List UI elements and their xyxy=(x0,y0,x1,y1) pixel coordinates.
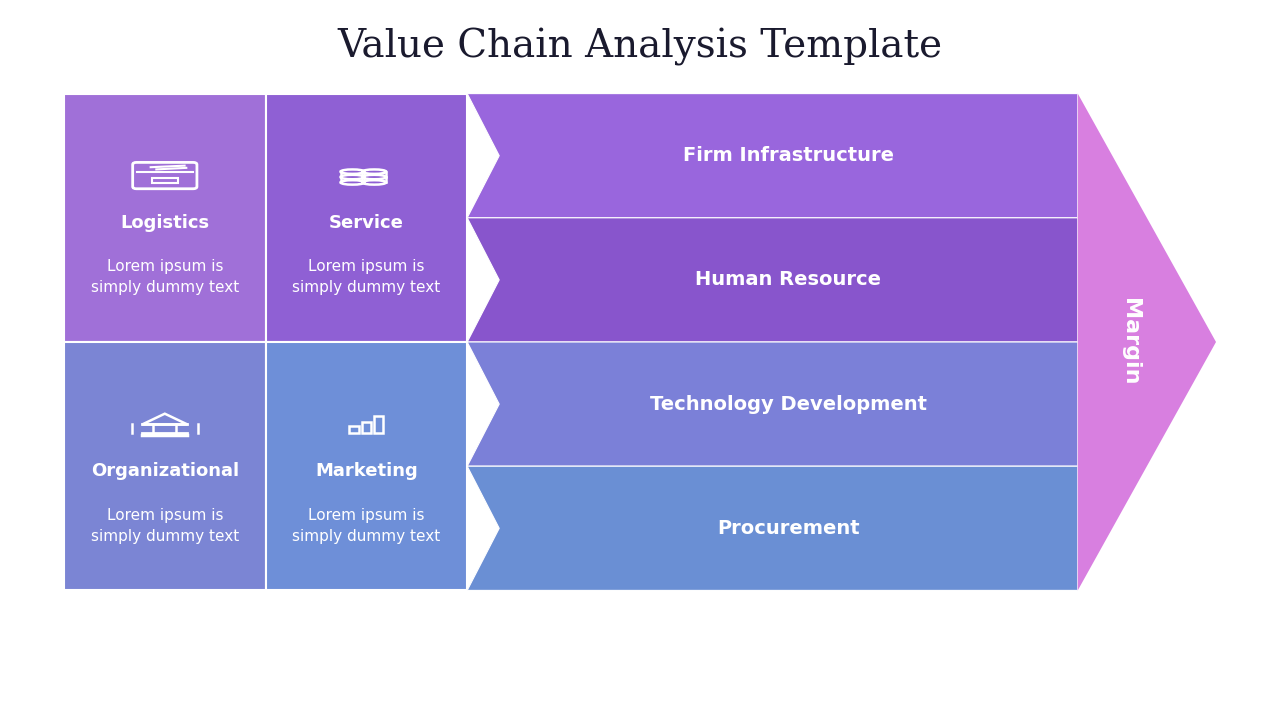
Text: Lorem ipsum is
simply dummy text: Lorem ipsum is simply dummy text xyxy=(91,259,239,295)
FancyBboxPatch shape xyxy=(64,94,266,342)
Polygon shape xyxy=(467,342,1078,467)
Text: Marketing: Marketing xyxy=(315,462,417,480)
FancyBboxPatch shape xyxy=(266,342,467,590)
Text: Organizational: Organizational xyxy=(91,462,239,480)
Bar xyxy=(152,179,178,184)
Text: Service: Service xyxy=(329,214,403,232)
Polygon shape xyxy=(1078,94,1216,590)
Bar xyxy=(349,426,358,433)
FancyBboxPatch shape xyxy=(64,342,266,590)
Text: Firm Infrastructure: Firm Infrastructure xyxy=(684,146,893,165)
Text: Human Resource: Human Resource xyxy=(695,271,882,289)
Polygon shape xyxy=(467,94,1078,218)
Polygon shape xyxy=(467,467,1078,590)
Text: Lorem ipsum is
simply dummy text: Lorem ipsum is simply dummy text xyxy=(91,508,239,544)
Bar xyxy=(374,415,384,433)
Text: Lorem ipsum is
simply dummy text: Lorem ipsum is simply dummy text xyxy=(292,508,440,544)
Text: Margin: Margin xyxy=(1120,298,1140,386)
Text: Technology Development: Technology Development xyxy=(650,395,927,413)
Bar xyxy=(362,422,371,433)
Text: Procurement: Procurement xyxy=(717,519,860,538)
Polygon shape xyxy=(467,218,1078,342)
FancyBboxPatch shape xyxy=(266,94,467,342)
Text: Value Chain Analysis Template: Value Chain Analysis Template xyxy=(338,28,942,66)
Text: Lorem ipsum is
simply dummy text: Lorem ipsum is simply dummy text xyxy=(292,259,440,295)
Text: Logistics: Logistics xyxy=(120,214,210,232)
